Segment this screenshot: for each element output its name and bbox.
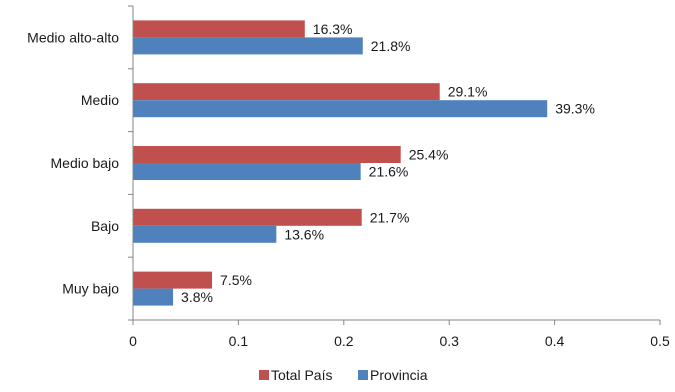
category-label-1: Medio xyxy=(81,92,119,108)
bar-provincia-2 xyxy=(133,163,361,180)
data-label-total-pais-2: 25.4% xyxy=(409,147,449,163)
data-label-provincia-3: 13.6% xyxy=(284,226,324,242)
bar-provincia-0 xyxy=(133,37,363,55)
category-label-4: Muy bajo xyxy=(62,281,119,297)
data-label-provincia-0: 21.8% xyxy=(371,38,411,54)
data-label-provincia-2: 21.6% xyxy=(369,164,409,180)
bar-total-pais-4 xyxy=(133,271,213,289)
bar-total-pais-0 xyxy=(133,20,305,38)
x-tick-label-5: 0.5 xyxy=(650,333,670,349)
legend-label-total-pais: Total País xyxy=(271,367,332,383)
category-label-0: Medio alto-alto xyxy=(27,29,119,45)
bar-total-pais-2 xyxy=(133,146,401,163)
legend-label-provincia: Provincia xyxy=(370,367,428,383)
bar-total-pais-1 xyxy=(133,83,440,101)
x-tick-label-2: 0.2 xyxy=(334,333,354,349)
data-label-total-pais-1: 29.1% xyxy=(448,84,488,100)
data-label-total-pais-3: 21.7% xyxy=(370,209,410,225)
category-label-3: Bajo xyxy=(91,218,119,234)
legend-swatch-total-pais xyxy=(259,370,269,380)
data-label-provincia-1: 39.3% xyxy=(555,101,595,117)
bar-provincia-1 xyxy=(133,100,548,118)
category-label-2: Medio bajo xyxy=(51,155,120,171)
x-tick-label-0: 0 xyxy=(129,333,137,349)
data-label-total-pais-4: 7.5% xyxy=(220,272,252,288)
bar-provincia-3 xyxy=(133,225,277,243)
bar-provincia-4 xyxy=(133,288,174,306)
x-tick-label-4: 0.4 xyxy=(545,333,565,349)
x-tick-label-3: 0.3 xyxy=(439,333,459,349)
data-label-provincia-4: 3.8% xyxy=(181,289,213,305)
legend-swatch-provincia xyxy=(358,370,368,380)
data-label-total-pais-0: 16.3% xyxy=(313,21,353,37)
bar-total-pais-3 xyxy=(133,208,362,226)
x-tick-label-1: 0.1 xyxy=(229,333,249,349)
